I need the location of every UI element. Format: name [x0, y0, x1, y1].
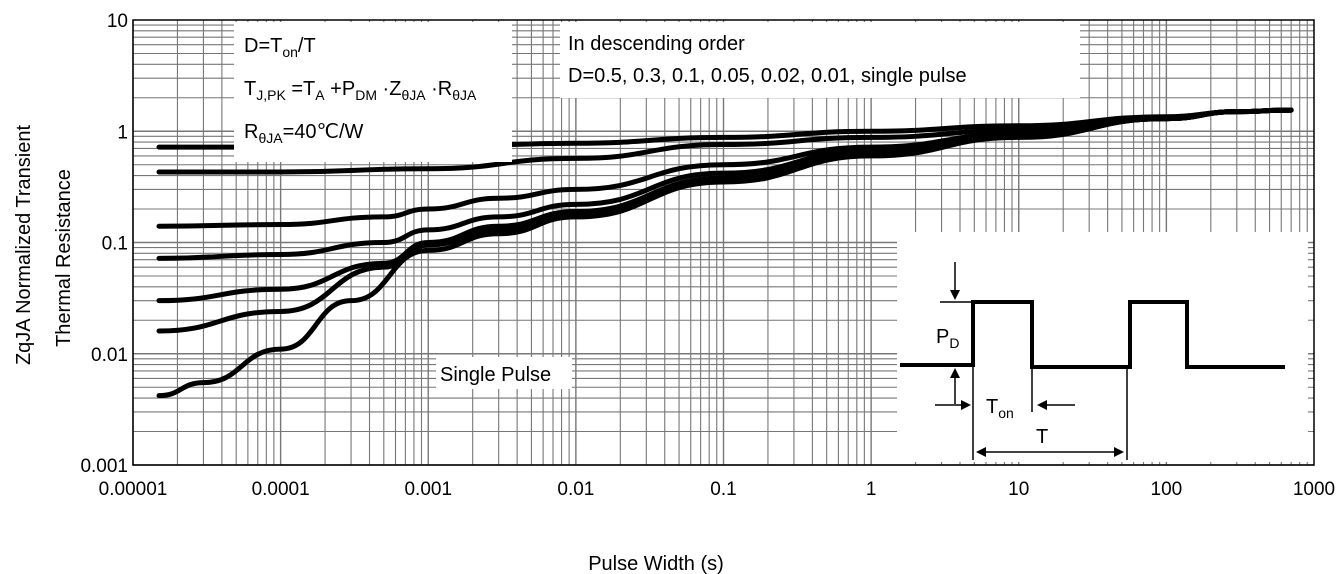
junction-formula: TJ,PK =TA +PDM ·ZθJA ·RθJA: [244, 78, 477, 105]
period-label: T: [1036, 426, 1048, 448]
x-tick-label: 1: [866, 479, 877, 500]
pd-arrowhead-up: [950, 368, 960, 378]
x-tick-label: 0.001: [404, 479, 452, 500]
x-tick-label: 0.00001: [99, 479, 168, 500]
y-axis-label-line-2: Thermal Resistance: [53, 169, 75, 347]
y-axis-label-line-1: ZqJA Normalized Transient: [13, 125, 35, 366]
pd-arrowhead-down: [950, 290, 960, 300]
y-tick-label: 0.001: [80, 456, 128, 477]
ton-arrowhead-left: [961, 400, 971, 410]
plot-frame: [132, 19, 1315, 466]
x-tick-label: 10: [1008, 479, 1029, 500]
y-tick-label: 1: [117, 122, 128, 143]
legend-line-2: D=0.5, 0.3, 0.1, 0.05, 0.02, 0.01, singl…: [568, 65, 967, 87]
period-arrowhead-left: [976, 447, 986, 457]
formula-box: [234, 22, 512, 162]
ton-arrowhead-right: [1037, 400, 1047, 410]
single-pulse-label: Single Pulse: [440, 364, 551, 386]
pulse-inset: PD Ton T: [897, 232, 1308, 462]
legend-line-1: In descending order: [568, 33, 745, 55]
period-arrowhead-right: [1114, 447, 1124, 457]
x-tick-labels: 0.00001 0.0001 0.001 0.01 0.1 1 10 100 1000: [99, 479, 1335, 500]
x-tick-label: 100: [1151, 479, 1183, 500]
ton-label: Ton: [986, 396, 1014, 421]
pulse-waveform: [900, 300, 1285, 369]
duty-formula: D=Ton/T: [244, 35, 316, 60]
y-tick-label: 10: [107, 11, 128, 32]
rtheta-formula: RθJA=40℃/W: [244, 121, 364, 146]
x-tick-label: 0.1: [710, 479, 736, 500]
legend-box: [560, 22, 1080, 98]
series-line-single-pulse: [156, 107, 1294, 399]
inset-background: [897, 232, 1308, 462]
y-tick-label: 0.1: [102, 234, 128, 255]
x-tick-label: 0.0001: [252, 479, 310, 500]
x-axis-label: Pulse Width (s): [588, 553, 724, 574]
x-tick-label: 0.01: [557, 479, 594, 500]
y-tick-label: 0.01: [91, 345, 128, 366]
single-pulse-label-box: [436, 357, 572, 389]
y-tick-labels: 0.001 0.01 0.1 1 10: [80, 11, 128, 477]
x-tick-label: 1000: [1293, 479, 1335, 500]
pd-label: PD: [936, 326, 959, 351]
